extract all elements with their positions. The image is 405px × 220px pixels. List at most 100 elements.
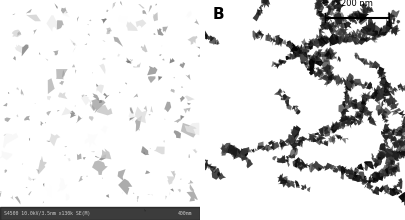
Polygon shape: [335, 0, 343, 3]
Polygon shape: [271, 37, 274, 42]
Polygon shape: [328, 33, 335, 41]
Polygon shape: [202, 34, 207, 37]
Polygon shape: [371, 86, 374, 91]
Polygon shape: [377, 101, 381, 106]
Polygon shape: [327, 21, 334, 33]
Polygon shape: [340, 136, 343, 141]
Polygon shape: [335, 38, 341, 43]
Polygon shape: [81, 94, 92, 105]
Polygon shape: [96, 84, 104, 94]
Polygon shape: [148, 76, 156, 83]
Polygon shape: [297, 162, 304, 172]
Polygon shape: [312, 39, 318, 47]
Polygon shape: [387, 132, 393, 139]
Polygon shape: [187, 21, 192, 25]
Polygon shape: [144, 106, 147, 112]
Polygon shape: [181, 86, 183, 88]
Polygon shape: [141, 146, 149, 155]
Polygon shape: [324, 37, 329, 43]
Polygon shape: [368, 84, 373, 89]
Polygon shape: [378, 150, 386, 159]
Polygon shape: [288, 132, 296, 144]
Polygon shape: [347, 99, 354, 108]
Polygon shape: [365, 91, 371, 97]
Polygon shape: [72, 43, 75, 46]
Polygon shape: [272, 156, 277, 160]
Polygon shape: [293, 53, 297, 57]
Polygon shape: [372, 61, 380, 68]
Polygon shape: [290, 53, 298, 60]
Polygon shape: [376, 153, 381, 159]
Polygon shape: [253, 12, 260, 21]
Polygon shape: [394, 28, 401, 33]
Polygon shape: [316, 0, 322, 6]
Polygon shape: [99, 154, 106, 160]
Polygon shape: [399, 139, 405, 149]
Polygon shape: [390, 128, 398, 136]
Polygon shape: [383, 124, 390, 133]
Polygon shape: [84, 95, 87, 96]
Polygon shape: [382, 166, 390, 179]
Polygon shape: [279, 176, 288, 181]
Bar: [0, 207, 200, 220]
Polygon shape: [13, 56, 16, 61]
Polygon shape: [99, 64, 106, 74]
Polygon shape: [189, 154, 190, 158]
Polygon shape: [260, 4, 264, 7]
Polygon shape: [346, 81, 352, 84]
Polygon shape: [327, 21, 335, 30]
Polygon shape: [324, 24, 329, 30]
Polygon shape: [301, 185, 305, 190]
Polygon shape: [287, 180, 290, 185]
Polygon shape: [392, 168, 394, 173]
Polygon shape: [75, 105, 76, 106]
Polygon shape: [364, 161, 371, 171]
Polygon shape: [283, 179, 290, 187]
Polygon shape: [127, 61, 132, 63]
Polygon shape: [335, 38, 339, 42]
Polygon shape: [362, 96, 368, 102]
Polygon shape: [309, 162, 313, 172]
Polygon shape: [341, 108, 346, 116]
Polygon shape: [396, 162, 400, 165]
Polygon shape: [377, 69, 386, 78]
Polygon shape: [158, 76, 162, 81]
Polygon shape: [91, 151, 95, 152]
Polygon shape: [262, 144, 269, 153]
Polygon shape: [340, 37, 341, 40]
Polygon shape: [199, 33, 202, 37]
Polygon shape: [317, 6, 319, 11]
Polygon shape: [369, 188, 377, 194]
Polygon shape: [307, 165, 310, 167]
Polygon shape: [320, 126, 330, 135]
Polygon shape: [347, 15, 352, 19]
Polygon shape: [198, 27, 204, 33]
Polygon shape: [104, 18, 107, 20]
Polygon shape: [387, 162, 396, 170]
Polygon shape: [221, 145, 224, 154]
Polygon shape: [352, 11, 361, 16]
Polygon shape: [288, 137, 295, 145]
Polygon shape: [384, 138, 388, 144]
Polygon shape: [278, 59, 286, 64]
Polygon shape: [233, 148, 241, 154]
Polygon shape: [272, 142, 279, 150]
Polygon shape: [326, 49, 333, 60]
Polygon shape: [349, 17, 353, 22]
Polygon shape: [56, 69, 68, 80]
Polygon shape: [355, 175, 358, 178]
Polygon shape: [384, 82, 390, 88]
Polygon shape: [305, 138, 311, 142]
Polygon shape: [278, 180, 288, 187]
Polygon shape: [292, 139, 296, 144]
Polygon shape: [174, 130, 181, 138]
Polygon shape: [308, 42, 310, 47]
Polygon shape: [361, 3, 369, 17]
Polygon shape: [274, 89, 281, 95]
Polygon shape: [371, 91, 378, 100]
Polygon shape: [388, 15, 395, 21]
Polygon shape: [396, 20, 400, 24]
Polygon shape: [316, 138, 321, 142]
Polygon shape: [331, 0, 336, 7]
Polygon shape: [147, 194, 153, 195]
